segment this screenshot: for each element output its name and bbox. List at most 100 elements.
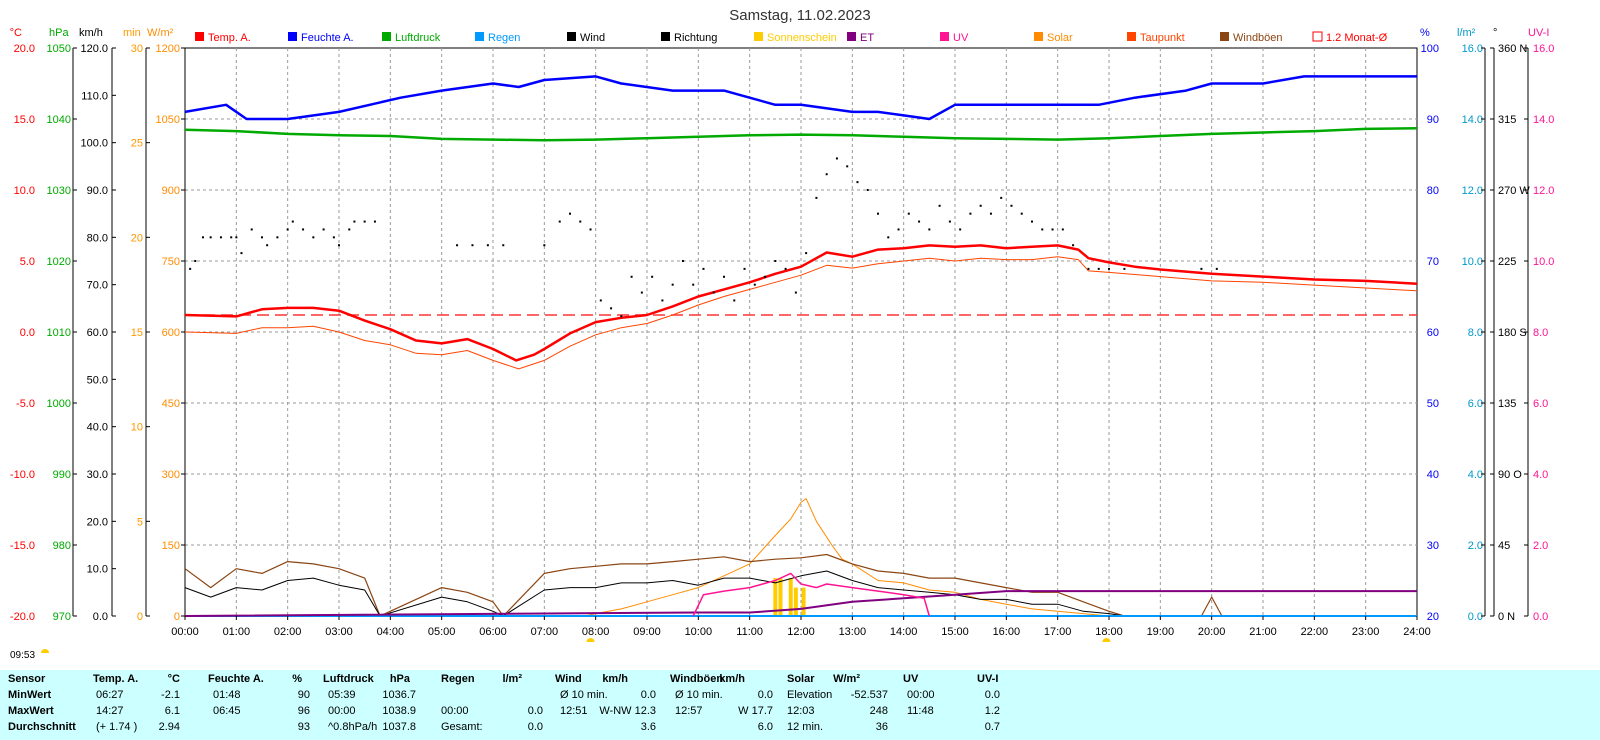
tick-label-sun: 5 [137, 516, 143, 528]
direction-point [620, 315, 623, 318]
direction-point [558, 220, 561, 223]
sunshine-bar [773, 578, 778, 616]
direction-point [348, 228, 351, 231]
x-tick-label: 22:00 [1301, 626, 1329, 638]
tick-label-wind: 0.0 [93, 611, 108, 623]
direction-point [1031, 220, 1033, 223]
stats-table: Sensor Temp. A. °C Feuchte A.% Luftdruck hPa R… [0, 670, 1600, 740]
tick-label-wind: 20.0 [87, 516, 108, 528]
direction-point [201, 236, 204, 239]
tick-label-dir: 135 [1498, 398, 1516, 410]
direction-point [486, 244, 489, 247]
direction-point [1000, 196, 1003, 199]
tick-label-hum: 50 [1427, 398, 1439, 410]
series-line-temp-a- [184, 244, 1418, 362]
table-cell: 0.0 [640, 689, 656, 701]
tick-label-dir: 315 [1498, 114, 1516, 126]
legend-label: Sonnenschein [767, 32, 837, 44]
tick-label-uv: 16.0 [1533, 43, 1554, 55]
tick-label-press: 980 [53, 540, 71, 552]
tick-label-uv: 12.0 [1533, 185, 1554, 197]
tick-label-solar: 600 [162, 327, 180, 339]
table-cell: 12:57 [675, 705, 703, 717]
x-tick-label: 02:00 [274, 626, 302, 638]
direction-point [702, 267, 705, 270]
direction-point [1108, 267, 1110, 270]
direction-point [569, 212, 571, 215]
series-line-feuchte-a- [184, 75, 1417, 121]
direction-point [692, 283, 695, 286]
direction-point [579, 220, 582, 223]
table-cell: ^0.8hPa/h [328, 721, 378, 733]
direction-point [332, 236, 335, 239]
direction-point [681, 260, 684, 262]
x-tick-label: 08:00 [582, 626, 610, 638]
tick-label-uv: 4.0 [1533, 469, 1548, 481]
direction-point [651, 275, 654, 278]
direction-point [250, 228, 253, 231]
tick-label-solar: 900 [162, 185, 180, 197]
table-cell: Gesamt: [441, 721, 483, 733]
tick-label-wind: 10.0 [87, 564, 108, 576]
unit-hum: % [1420, 27, 1430, 39]
direction-point [794, 291, 797, 294]
tick-label-hum: 90 [1427, 114, 1439, 126]
legend-swatch [661, 32, 670, 41]
direction-point [1087, 267, 1090, 270]
tick-label-temp: -15.0 [10, 540, 35, 552]
table-header: hPa [389, 673, 410, 685]
direction-point [219, 236, 222, 239]
tick-label-hum: 80 [1427, 185, 1439, 197]
tick-label-dir: 360 N [1498, 43, 1527, 55]
tick-label-dir: 180 S [1498, 327, 1527, 339]
tick-label-temp: 0.0 [20, 327, 35, 339]
legend-swatch [382, 32, 391, 41]
tick-label-temp: 15.0 [14, 114, 35, 126]
tick-label-press: 1030 [47, 185, 71, 197]
tick-label-temp: -10.0 [10, 469, 35, 481]
direction-point [1097, 267, 1100, 270]
direction-point [363, 220, 366, 223]
table-cell: -2.1 [161, 689, 180, 701]
direction-point [671, 283, 674, 286]
direction-point [948, 220, 951, 223]
table-cell: 0.0 [527, 721, 543, 733]
direction-point [764, 275, 767, 278]
tick-label-temp: 20.0 [14, 43, 35, 55]
table-header: Sensor [8, 673, 46, 685]
direction-point [989, 212, 992, 215]
table-header: Windböen [670, 673, 724, 685]
direction-point [209, 236, 212, 239]
x-tick-label: 19:00 [1147, 626, 1175, 638]
direction-point [1215, 267, 1218, 270]
tick-label-rain: 4.0 [1468, 469, 1483, 481]
tick-label-solar: 0 [174, 611, 180, 623]
table-header: W/m² [833, 673, 860, 685]
tick-label-press: 1020 [47, 256, 71, 268]
table-cell: 00:00 [907, 689, 935, 701]
direction-point [918, 220, 921, 223]
direction-point [456, 244, 459, 247]
table-cell: 96 [297, 705, 310, 717]
table-header: % [292, 673, 302, 685]
direction-point [846, 165, 849, 168]
tick-label-solar: 1200 [156, 43, 180, 55]
direction-point [235, 236, 238, 239]
direction-point [630, 275, 633, 278]
axis-units: °C hPa km/h min W/m²% l/m² ° UV-I [10, 27, 1550, 39]
direction-point [723, 275, 725, 278]
table-cell: 0.0 [757, 689, 773, 701]
sunshine-bar [788, 578, 793, 616]
table-cell: W 17.7 [738, 705, 773, 717]
tick-label-press: 1050 [47, 43, 71, 55]
table-cell: 1.2 [984, 705, 1000, 717]
tick-label-uv: 2.0 [1533, 540, 1548, 552]
x-tick-label: 15:00 [941, 626, 969, 638]
tick-label-press: 990 [53, 469, 71, 481]
table-cell: Ø 10 min. [560, 689, 608, 701]
direction-point [805, 252, 808, 255]
tick-label-temp: -5.0 [16, 398, 35, 410]
tick-label-dir: 270 W [1498, 185, 1530, 197]
unit-dir: ° [1493, 27, 1497, 39]
tick-label-rain: 6.0 [1468, 398, 1483, 410]
